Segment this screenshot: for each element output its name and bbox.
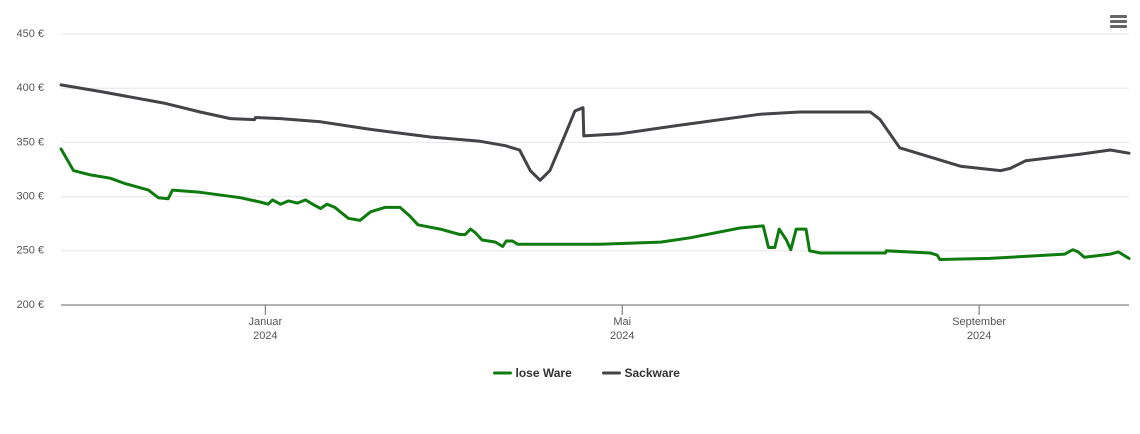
x-tick-label: Mai [613, 316, 631, 328]
y-tick-label: 300 € [16, 191, 44, 203]
x-tick-sublabel: 2024 [967, 330, 991, 342]
x-tick-sublabel: 2024 [610, 330, 634, 342]
legend-label: lose Ware [516, 366, 573, 380]
legend-item[interactable]: lose Ware [493, 366, 573, 380]
y-tick-label: 350 € [16, 136, 44, 148]
y-tick-label: 250 € [16, 245, 44, 257]
x-tick-sublabel: 2024 [253, 330, 277, 342]
menu-bar [1110, 25, 1127, 28]
menu-bar [1110, 20, 1127, 23]
menu-button[interactable] [1110, 15, 1127, 28]
series-line [59, 147, 1131, 261]
y-tick-label: 400 € [16, 82, 44, 94]
x-tick-label: September [952, 316, 1006, 328]
legend-item[interactable]: Sackware [602, 366, 681, 380]
x-tick-label: Januar [249, 316, 283, 328]
y-tick-label: 200 € [16, 299, 44, 311]
series-line [59, 83, 1131, 182]
menu-bar [1110, 15, 1127, 18]
y-tick-label: 450 € [16, 28, 44, 40]
legend-label: Sackware [625, 366, 681, 380]
